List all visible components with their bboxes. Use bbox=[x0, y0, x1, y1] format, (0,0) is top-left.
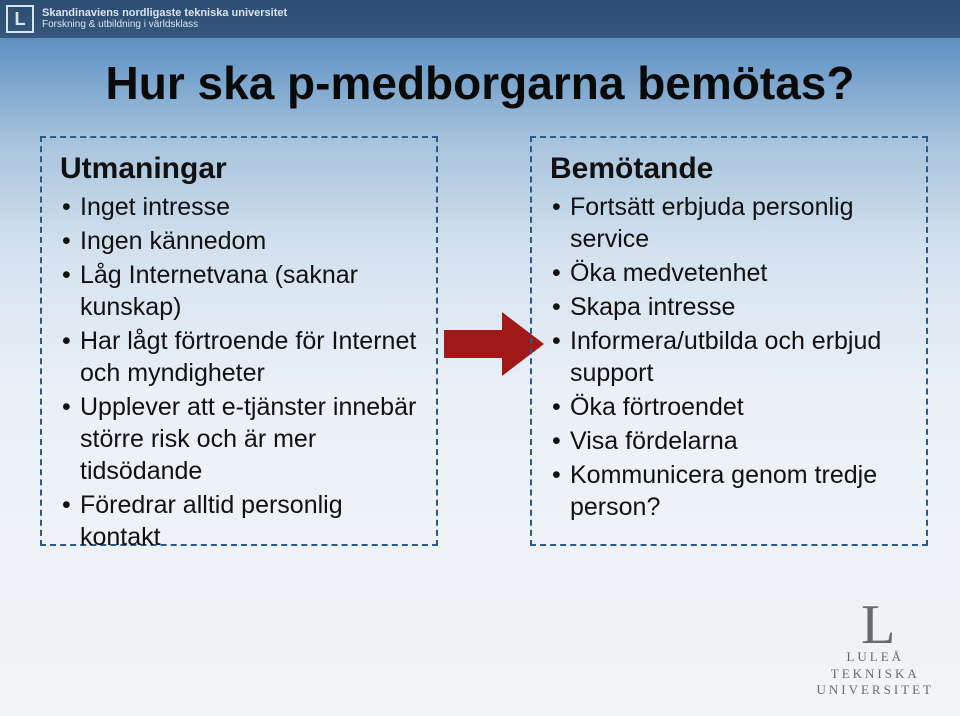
list-item: Föredrar alltid personlig kontakt bbox=[62, 489, 420, 553]
list-item: Ingen kännedom bbox=[62, 225, 420, 257]
footer-logo-mark: L bbox=[817, 606, 935, 645]
response-box: Bemötande Fortsätt erbjuda personlig ser… bbox=[530, 136, 928, 546]
arrow-icon bbox=[444, 312, 544, 376]
footer-uni-name: LULEÅ TEKNISKA UNIVERSITET bbox=[817, 649, 935, 698]
list-item: Öka förtroendet bbox=[552, 391, 910, 423]
footer-line2: TEKNISKA bbox=[831, 666, 920, 681]
list-item: Upplever att e-tjänster innebär större r… bbox=[62, 391, 420, 487]
list-item: Inget intresse bbox=[62, 191, 420, 223]
footer-line3: UNIVERSITET bbox=[817, 682, 935, 697]
list-item: Har lågt förtroende för Internet och myn… bbox=[62, 325, 420, 389]
list-item: Fortsätt erbjuda personlig service bbox=[552, 191, 910, 255]
arrow-shape bbox=[444, 312, 544, 376]
slide: L Skandinaviens nordligaste tekniska uni… bbox=[0, 0, 960, 716]
list-item: Visa fördelarna bbox=[552, 425, 910, 457]
challenges-box: Utmaningar Inget intresse Ingen kännedom… bbox=[40, 136, 438, 546]
response-heading: Bemötande bbox=[550, 152, 910, 185]
response-list: Fortsätt erbjuda personlig service Öka m… bbox=[550, 191, 910, 523]
slide-title: Hur ska p-medborgarna bemötas? bbox=[0, 56, 960, 110]
list-item: Informera/utbilda och erbjud support bbox=[552, 325, 910, 389]
list-item: Skapa intresse bbox=[552, 291, 910, 323]
topbar-logo: L bbox=[6, 5, 34, 33]
list-item: Öka medvetenhet bbox=[552, 257, 910, 289]
challenges-list: Inget intresse Ingen kännedom Låg Intern… bbox=[60, 191, 420, 553]
topbar-line1: Skandinaviens nordligaste tekniska unive… bbox=[42, 8, 287, 20]
footer-logo: L LULEÅ TEKNISKA UNIVERSITET bbox=[817, 606, 935, 698]
list-item: Låg Internetvana (saknar kunskap) bbox=[62, 259, 420, 323]
footer-line1: LULEÅ bbox=[846, 649, 904, 664]
topbar-logo-letter: L bbox=[15, 9, 26, 30]
list-item: Kommunicera genom tredje person? bbox=[552, 459, 910, 523]
topbar: L Skandinaviens nordligaste tekniska uni… bbox=[0, 0, 960, 38]
topbar-line2: Forskning & utbildning i världsklass bbox=[42, 20, 287, 31]
challenges-heading: Utmaningar bbox=[60, 152, 420, 185]
topbar-text: Skandinaviens nordligaste tekniska unive… bbox=[42, 8, 287, 30]
